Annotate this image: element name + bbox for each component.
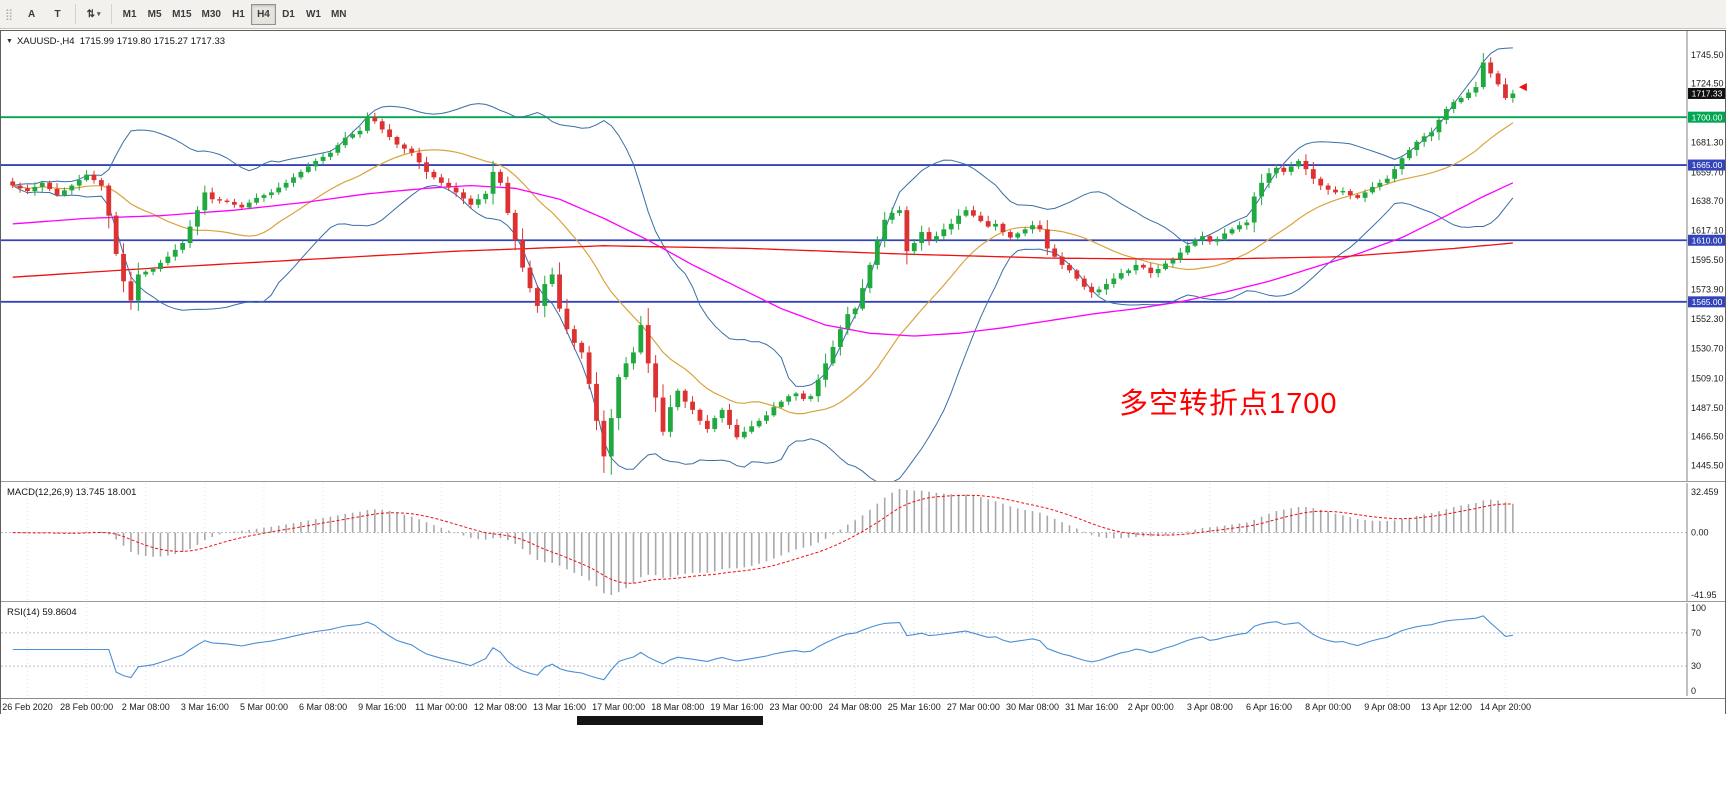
- time-axis-label: 26 Feb 2020: [2, 702, 53, 712]
- time-axis-label: 19 Mar 16:00: [710, 702, 764, 712]
- timeframe-button-h4[interactable]: H4: [250, 3, 276, 25]
- timeframe-button-mn[interactable]: MN: [326, 4, 352, 25]
- time-axis-label: 27 Mar 00:00: [946, 702, 1000, 712]
- toolbar-separator: [75, 4, 77, 24]
- price-badge: [1688, 111, 1725, 123]
- scale-tool-button[interactable]: ⇅ ▾: [81, 4, 106, 25]
- macd-panel-canvas[interactable]: 32.459 0.00 -41.95: [1, 483, 1725, 601]
- chart-annotation-text: 多空转折点1700: [1119, 388, 1338, 420]
- price-axis-label: 1466.50: [1691, 432, 1724, 442]
- timeframe-button-d1[interactable]: D1: [276, 4, 301, 25]
- price-badge-label: 1717.33: [1692, 89, 1723, 99]
- text-tool-button[interactable]: T: [45, 4, 70, 25]
- rsi-line: [12, 615, 1513, 681]
- time-axis-label: 25 Mar 16:00: [887, 702, 941, 712]
- macd-axis-label: -41.95: [1691, 590, 1717, 600]
- time-axis-label: 6 Mar 08:00: [299, 702, 348, 712]
- price-axis-label: 1638.70: [1691, 196, 1724, 206]
- price-badge: [1688, 234, 1725, 246]
- symbol-ohlc-label: XAUUSD-,H4 1715.99 1719.80 1715.27 1717.…: [16, 36, 226, 47]
- timeframe-button-h1[interactable]: H1: [226, 4, 251, 25]
- price-axis-label: 1617.10: [1691, 226, 1724, 236]
- price-axis[interactable]: 1745.50 1724.50 1681.30 1659.70 1638.70 1617.…: [1688, 50, 1725, 470]
- macd-histogram: [19, 489, 1514, 595]
- time-axis-label: 31 Mar 16:00: [1065, 702, 1119, 712]
- time-axis-label: 28 Feb 00:00: [60, 702, 114, 712]
- macd-axis-label: 32.459: [1691, 487, 1719, 497]
- time-axis-label: 18 Mar 08:00: [651, 702, 705, 712]
- price-arrow-marker: [1518, 83, 1527, 92]
- price-axis-label: 1552.30: [1691, 314, 1724, 324]
- time-axis-label: 2 Mar 08:00: [121, 702, 170, 712]
- price-axis-label: 1659.70: [1691, 167, 1724, 177]
- price-axis-label: 1745.50: [1691, 50, 1724, 60]
- price-chart-canvas[interactable]: 1745.50 1724.50 1681.30 1659.70 1638.70 1617.…: [1, 31, 1725, 481]
- timeframe-button-m30[interactable]: M30: [197, 4, 226, 25]
- price-axis-label: 1530.70: [1691, 344, 1724, 354]
- rsi-axis-label: 70: [1691, 628, 1701, 638]
- price-badge-label: 1665.00: [1692, 160, 1723, 170]
- price-badge-label: 1610.00: [1692, 235, 1723, 245]
- time-axis-label: 6 Apr 16:00: [1245, 702, 1293, 712]
- time-axis-label: 2 Apr 00:00: [1127, 702, 1174, 712]
- time-axis-label: 12 Mar 08:00: [473, 702, 527, 712]
- ma-magenta: [12, 182, 1514, 337]
- time-axis-label: 3 Mar 16:00: [180, 702, 229, 712]
- macd-signal-line: [12, 494, 1513, 584]
- timeframe-button-m5[interactable]: M5: [142, 4, 167, 25]
- updown-arrows-icon: ⇅: [86, 8, 95, 20]
- time-axis-label: 13 Mar 16:00: [533, 702, 587, 712]
- price-axis-label: 1509.10: [1691, 373, 1724, 383]
- time-axis-label: 17 Mar 00:00: [592, 702, 646, 712]
- bottom-black-bar: [577, 716, 763, 725]
- price-badge-label: 1700.00: [1692, 112, 1723, 122]
- price-badge-label: 1565.00: [1692, 297, 1723, 307]
- time-axis-label: 5 Mar 00:00: [239, 702, 288, 712]
- price-axis-label: 1445.50: [1691, 460, 1724, 470]
- rsi-axis-label: 0: [1691, 686, 1696, 696]
- price-axis-label: 1595.50: [1691, 255, 1724, 265]
- macd-indicator-label: MACD(12,26,9) 13.745 18.001: [7, 487, 137, 498]
- time-axis[interactable]: 26 Feb 2020 28 Feb 00:00 2 Mar 08:00 3 Mar …: [1, 698, 1725, 715]
- time-axis-label: 8 Apr 00:00: [1305, 702, 1352, 712]
- time-axis-label: 23 Mar 00:00: [769, 702, 823, 712]
- time-axis-label: 14 Apr 20:00: [1479, 702, 1531, 712]
- price-badge: [1688, 296, 1725, 308]
- time-axis-label: 9 Apr 08:00: [1364, 702, 1411, 712]
- macd-axis-label: 0.00: [1691, 528, 1709, 538]
- rsi-axis-label: 30: [1691, 661, 1701, 671]
- price-axis-label: 1573.90: [1691, 285, 1724, 295]
- price-axis-label: 1681.30: [1691, 138, 1724, 148]
- time-axis-label: 24 Mar 08:00: [828, 702, 882, 712]
- price-badge: [1688, 159, 1725, 171]
- chart-window: 1745.50 1724.50 1681.30 1659.70 1638.70 1617.…: [0, 30, 1726, 715]
- horizontal-level-lines[interactable]: [1, 116, 1687, 303]
- panel-separator[interactable]: [1, 481, 1725, 482]
- timeframe-toolbar: M1 M5 M15 M30 H1 H4 D1 W1 MN: [117, 3, 352, 25]
- toolbar-drag-handle[interactable]: ⣿: [5, 8, 14, 21]
- time-axis-label: 3 Apr 08:00: [1186, 702, 1233, 712]
- timeframe-button-m1[interactable]: M1: [117, 4, 142, 25]
- chart-legend: ▼ XAUUSD-,H4 1715.99 1719.80 1715.27 171…: [6, 36, 225, 47]
- price-axis-label: 1487.50: [1691, 403, 1724, 413]
- timeframe-button-w1[interactable]: W1: [301, 4, 326, 25]
- rsi-panel-canvas[interactable]: 100 70 30 0: [1, 603, 1725, 696]
- toolbar: ⣿ A T ⇅ ▾ M1 M5 M15 M30 H1 H4 D1 W1 MN: [0, 0, 1726, 29]
- time-axis-label: 9 Mar 16:00: [358, 702, 407, 712]
- arrow-tool-button[interactable]: A: [19, 4, 44, 25]
- collapse-toggle[interactable]: ▼: [6, 38, 13, 45]
- chevron-down-icon: ▾: [97, 11, 101, 18]
- time-axis-label: 13 Apr 12:00: [1420, 702, 1472, 712]
- ma-red: [12, 242, 1513, 278]
- candles: [10, 52, 1516, 475]
- rsi-axis-label: 100: [1691, 603, 1706, 613]
- rsi-indicator-label: RSI(14) 59.8604: [7, 607, 77, 618]
- panel-separator[interactable]: [1, 601, 1725, 602]
- toolbar-separator: [111, 4, 113, 24]
- time-axis-label: 30 Mar 08:00: [1005, 702, 1060, 712]
- timeframe-button-m15[interactable]: M15: [167, 4, 196, 25]
- price-badge: [1688, 87, 1725, 99]
- price-axis-label: 1724.50: [1691, 79, 1724, 89]
- time-axis-label: 11 Mar 00:00: [415, 702, 468, 712]
